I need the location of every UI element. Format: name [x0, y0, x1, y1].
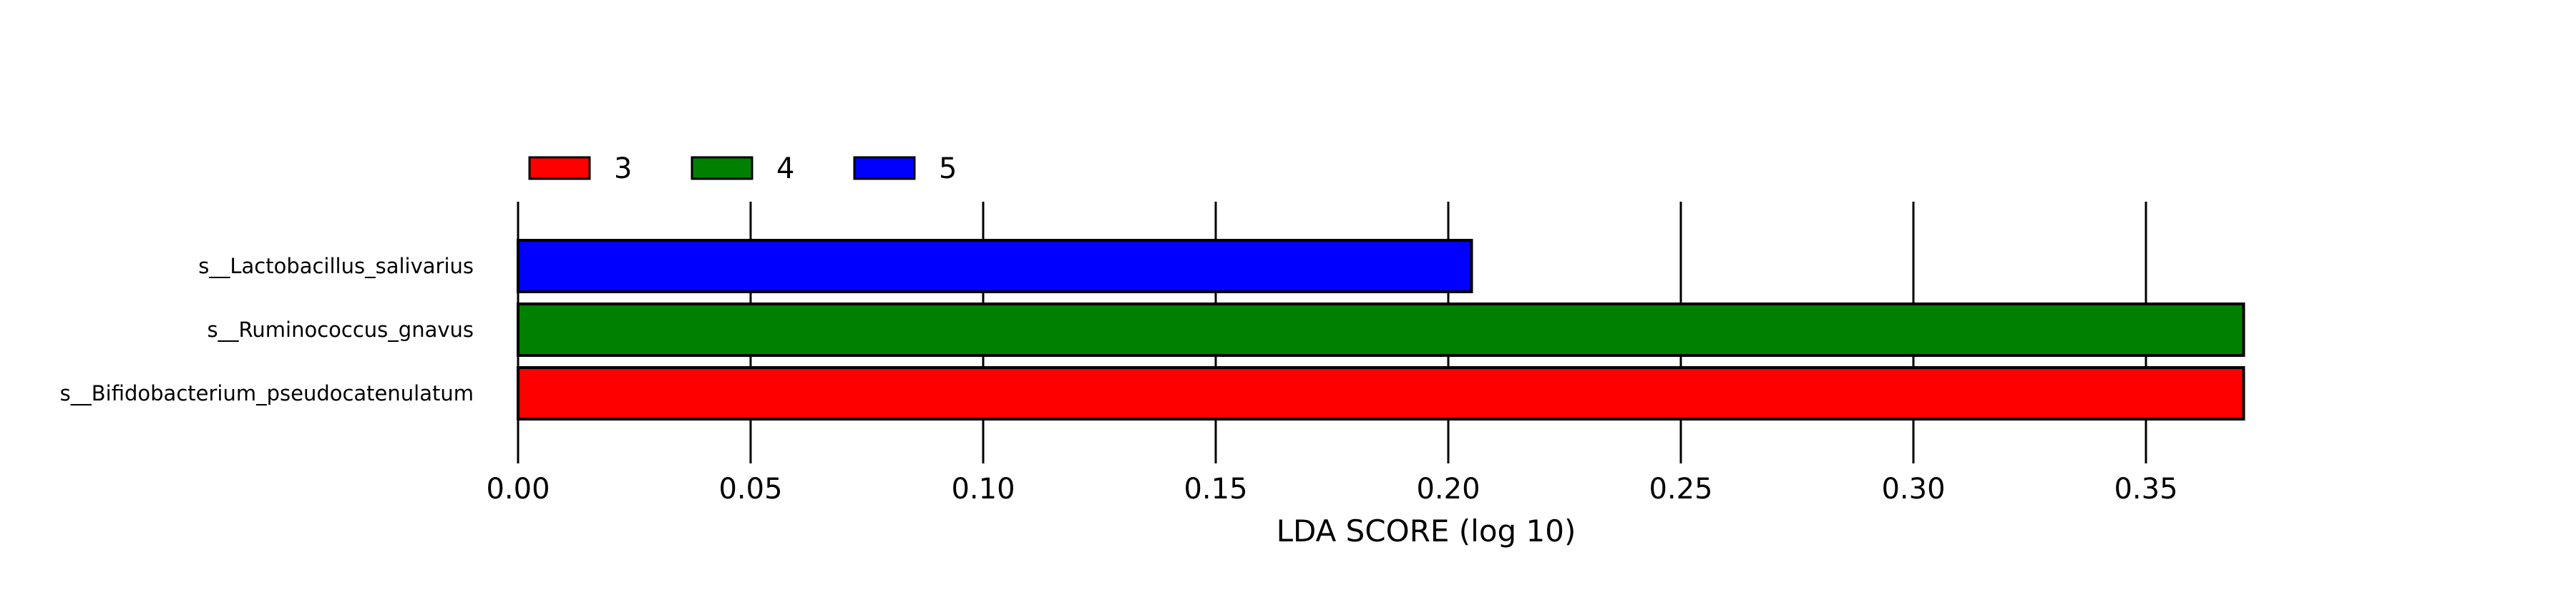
x-tick-label: 0.15: [1184, 473, 1247, 506]
category-label: s__Lactobacillus_salivarius: [198, 254, 474, 278]
x-tick-label: 0.30: [1881, 473, 1945, 506]
x-tick-label: 0.35: [2114, 473, 2177, 506]
category-labels: s__Lactobacillus_salivarius s__Ruminococc…: [60, 254, 474, 405]
x-tick-labels: 0.00 0.05 0.10 0.15 0.20 0.25 0.30 0.35: [486, 473, 2177, 506]
x-tick-label: 0.00: [486, 473, 550, 506]
x-tick-label: 0.25: [1649, 473, 1712, 506]
legend-label: 4: [776, 152, 794, 185]
bars: [517, 239, 2245, 421]
x-tick-label: 0.05: [718, 473, 782, 506]
x-tick-label: 0.10: [951, 473, 1015, 506]
x-axis-title: LDA SCORE (log 10): [1277, 513, 1576, 549]
bar: [517, 303, 2245, 357]
legend-label: 5: [939, 152, 957, 185]
legend-swatch: [528, 156, 591, 180]
legend: 3 4 5: [528, 152, 957, 185]
x-tick-label: 0.20: [1416, 473, 1480, 506]
category-label: s__Bifidobacterium_pseudocatenulatum: [60, 381, 474, 405]
legend-swatch: [691, 156, 753, 180]
legend-label: 3: [614, 152, 632, 185]
bar: [517, 366, 2245, 421]
legend-swatch: [853, 156, 916, 180]
bar: [517, 239, 1473, 293]
category-label: s__Ruminococcus_gnavus: [207, 318, 474, 342]
